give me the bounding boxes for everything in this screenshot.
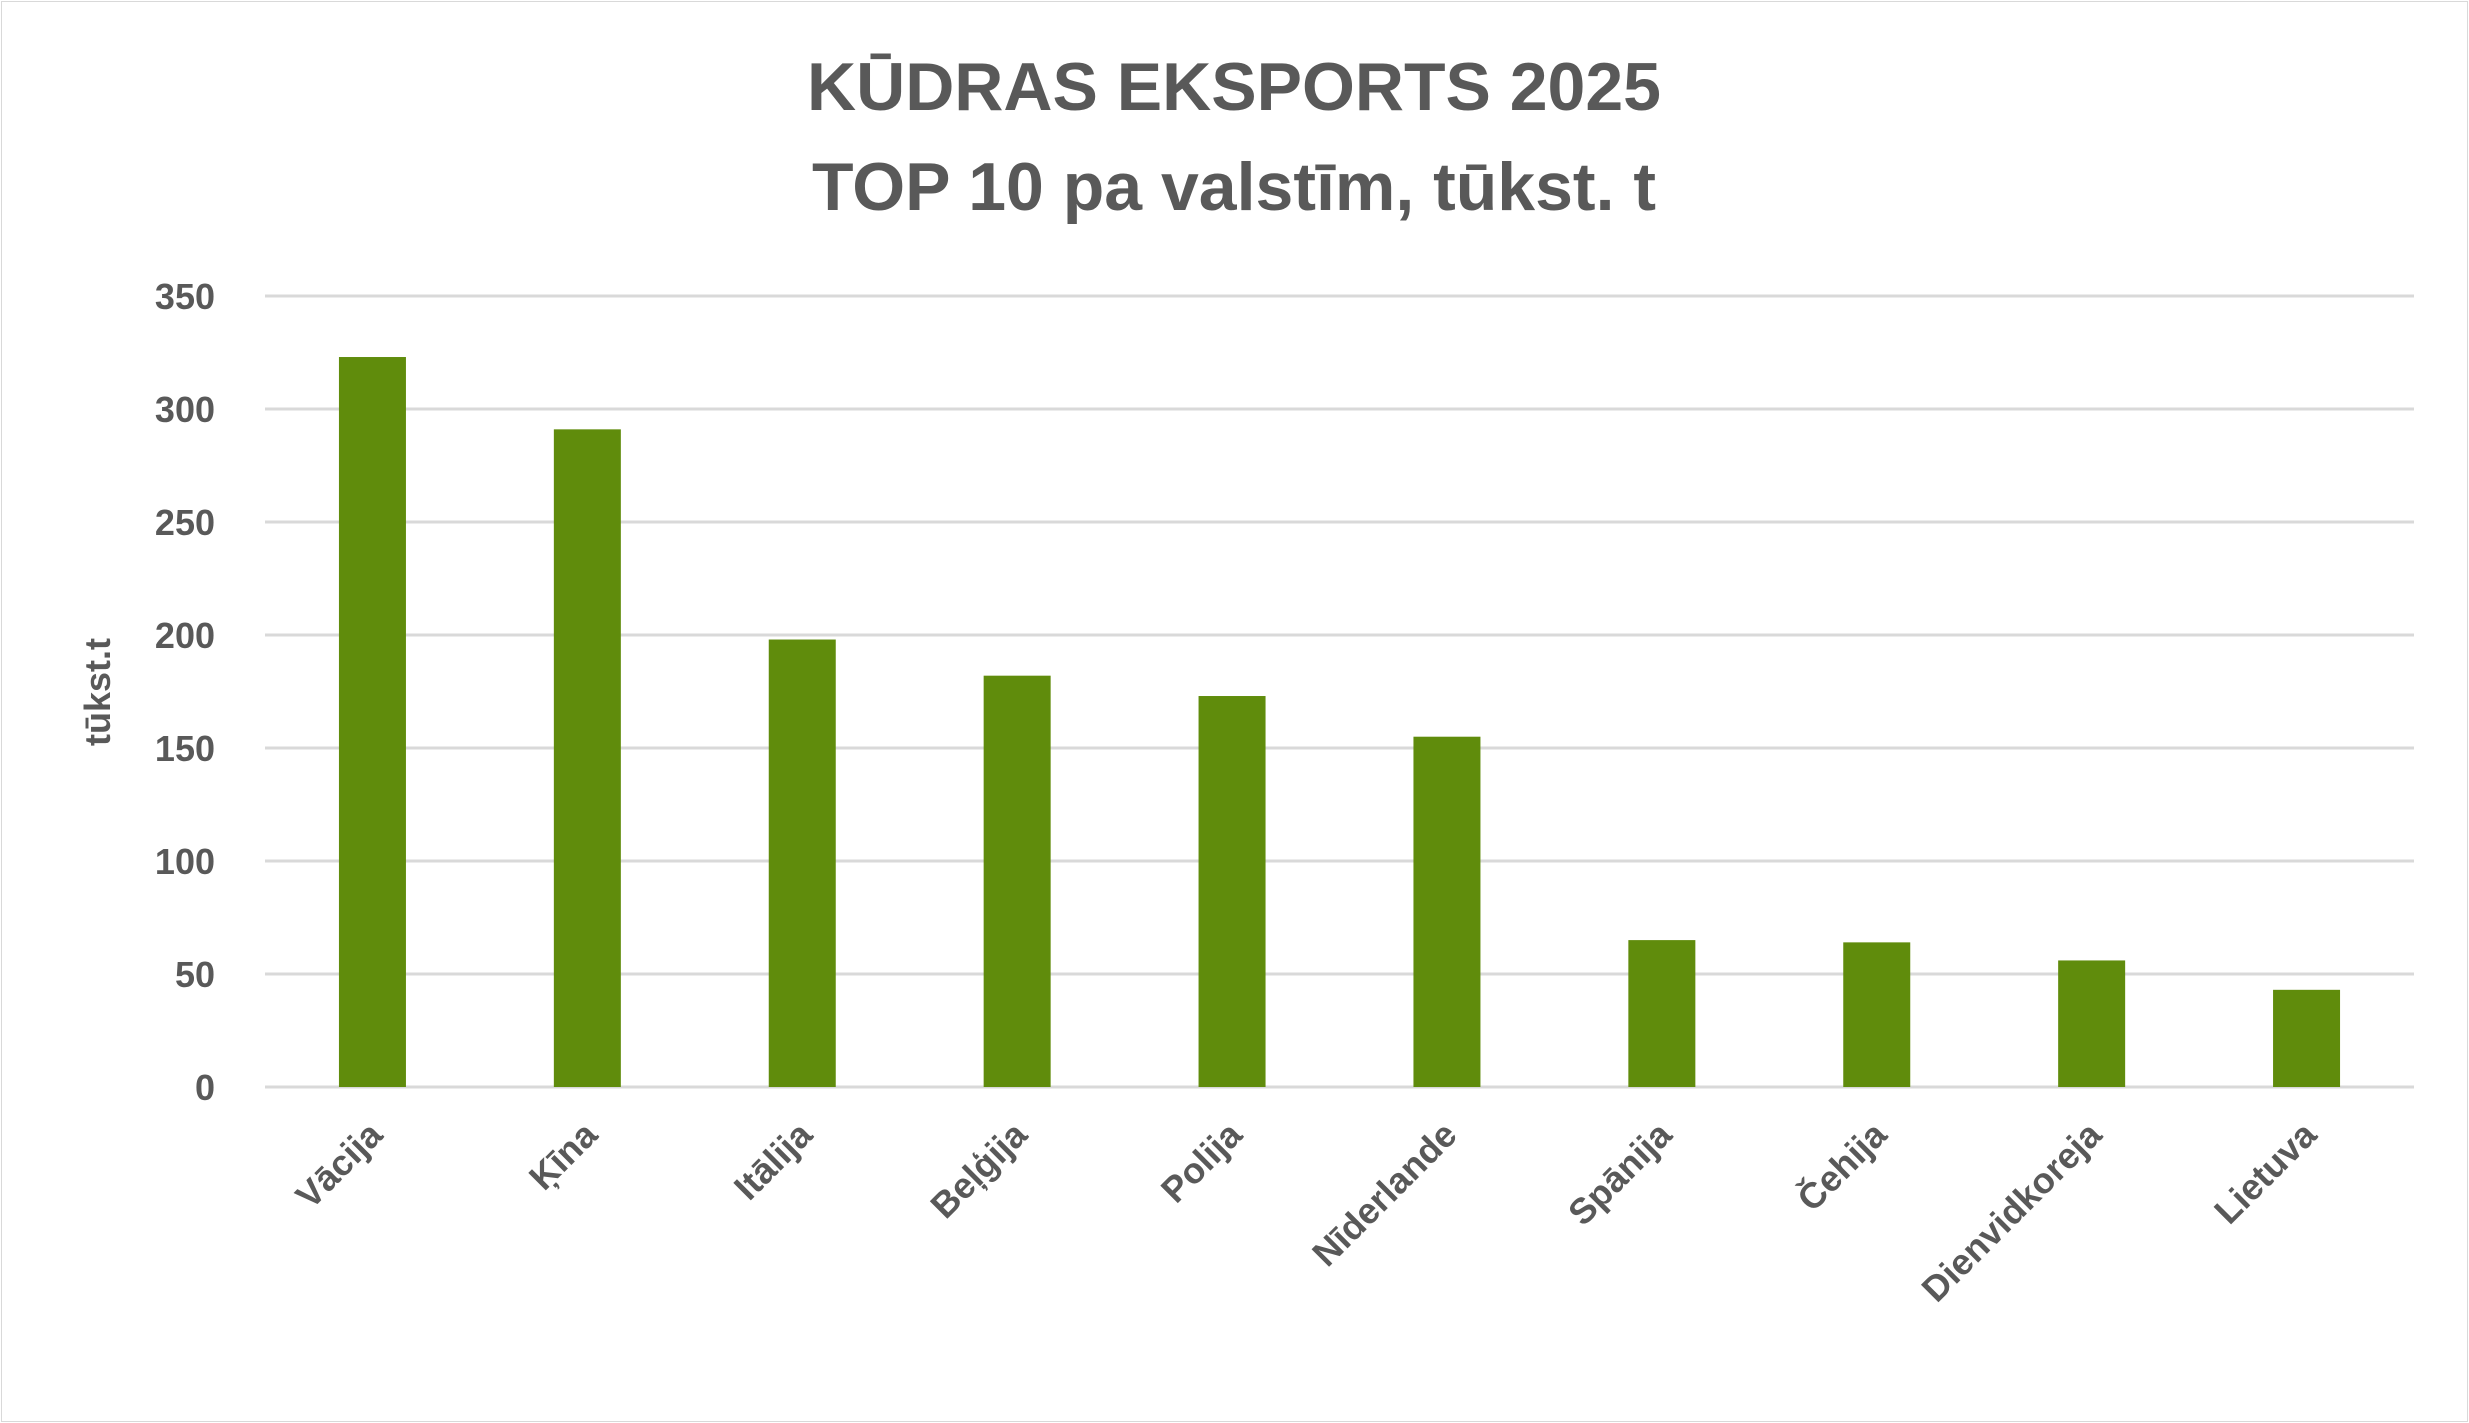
y-tick-label: 0 [195,1067,215,1108]
y-tick-label: 150 [155,728,215,769]
bar[interactable] [2273,989,2341,1087]
bar[interactable] [1843,942,1911,1087]
y-tick-label: 50 [175,954,215,995]
x-tick-label: Nīderlande [1304,1114,1465,1275]
x-tick-label: Dienvidkoreja [1913,1113,2110,1310]
x-tick-label: Beļģija [922,1113,1035,1226]
y-tick-label: 300 [155,389,215,430]
bar[interactable] [2058,960,2126,1087]
x-tick-label: Lietuva [2206,1113,2325,1232]
bar[interactable] [1198,696,1266,1087]
bar[interactable] [1628,940,1696,1087]
chart-subtitle: TOP 10 pa valstīm, tūkst. t [812,149,1656,225]
y-axis-label: tūkst.t [77,638,118,746]
x-tick-label: Ķīna [521,1113,606,1198]
x-tick-label: Itālija [726,1113,821,1208]
chart-title: KŪDRAS EKSPORTS 2025 [807,49,1661,125]
y-tick-label: 100 [155,841,215,882]
bar[interactable] [983,675,1051,1087]
y-tick-label: 200 [155,615,215,656]
bar[interactable] [553,429,621,1088]
x-tick-label: Vācija [288,1113,391,1216]
bar[interactable] [338,357,406,1087]
x-tick-label: Polija [1153,1113,1251,1211]
bar[interactable] [1413,736,1481,1087]
y-tick-label: 350 [155,276,215,317]
y-tick-label: 250 [155,502,215,543]
bar[interactable] [768,639,836,1087]
x-tick-label: Čehija [1788,1112,1895,1219]
x-tick-label: Spānija [1560,1113,1680,1233]
